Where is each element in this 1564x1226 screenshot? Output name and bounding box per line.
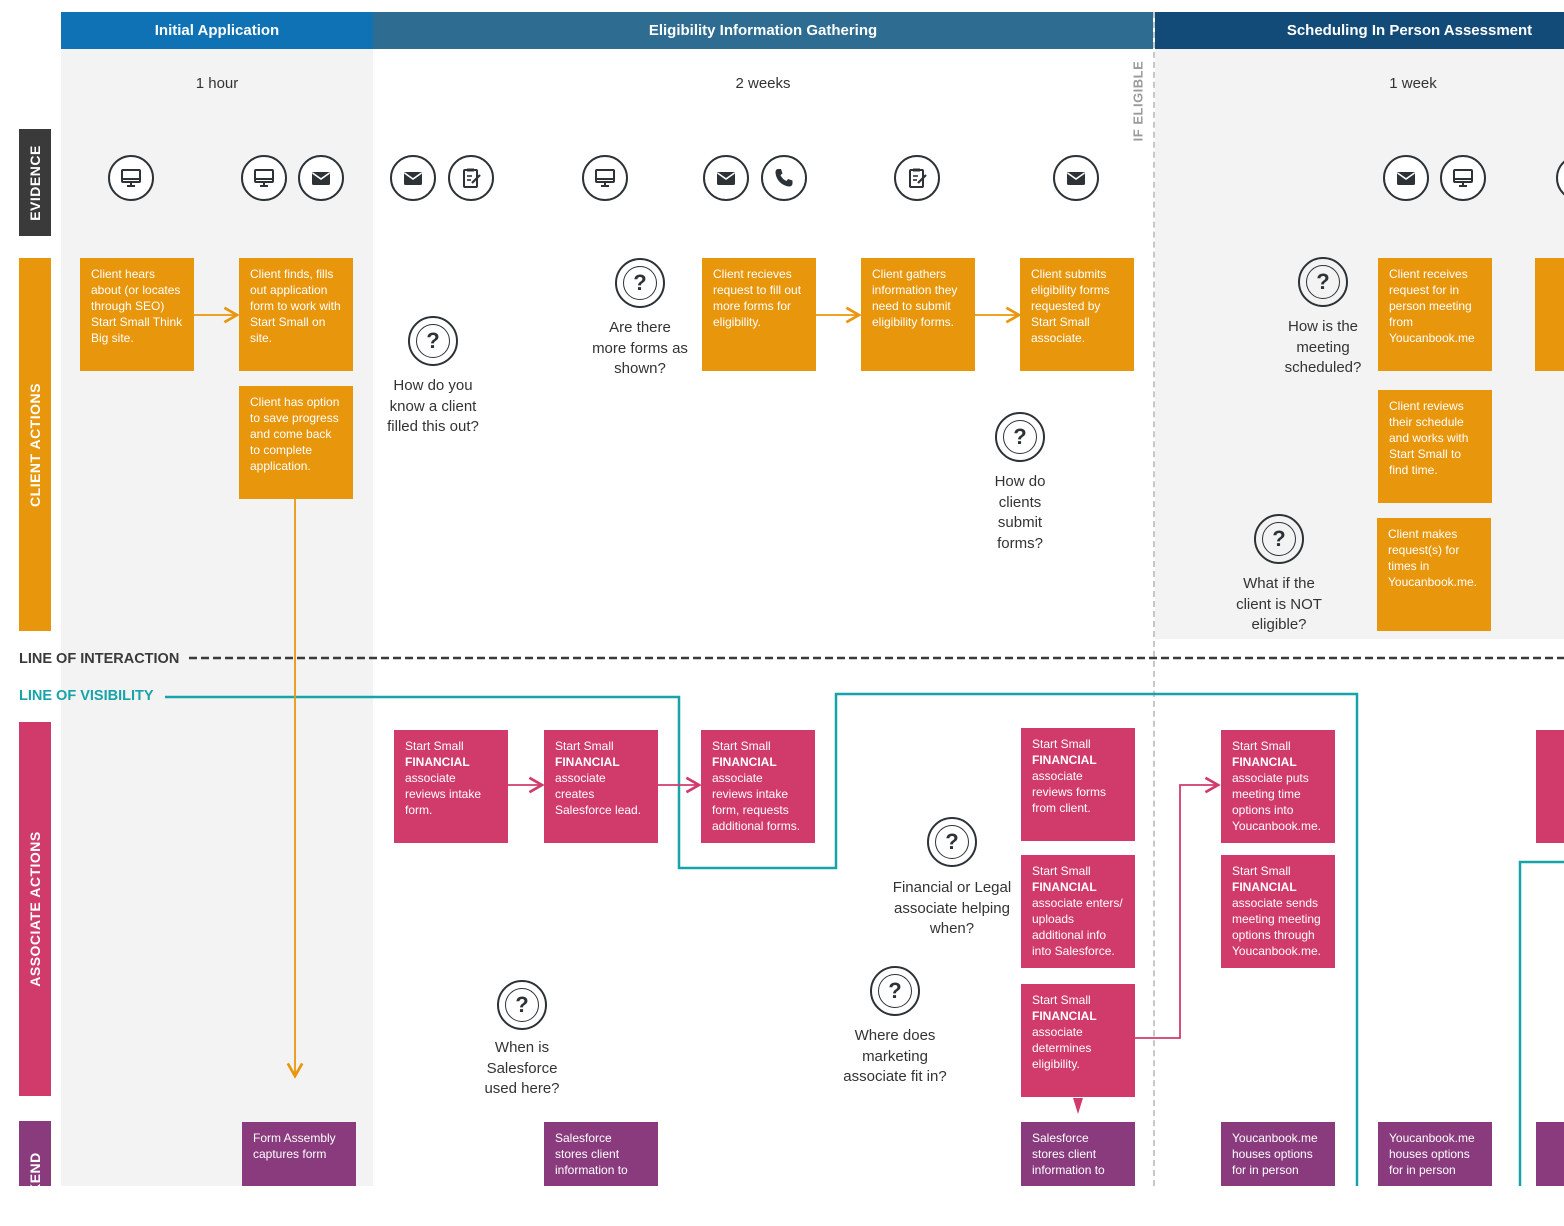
- email-icon: [1383, 155, 1429, 201]
- phase-duration: 2 weeks: [735, 75, 791, 92]
- associate-action: Start Small FINANCIAL associate reviews fo…: [1021, 728, 1135, 841]
- client-action: Client finds, fills out application form…: [239, 258, 353, 371]
- computer-icon: [241, 155, 287, 201]
- form-icon: [894, 155, 940, 201]
- phase-header-eligibility: Eligibility Information Gathering: [373, 12, 1153, 49]
- question-icon: ?: [615, 258, 665, 308]
- client-action: Client reviews their schedule and works …: [1378, 390, 1492, 503]
- associate-action: Start Small FINANCIAL associate creates Sa…: [544, 730, 658, 843]
- client-action: Client gathers information they need to …: [861, 258, 975, 371]
- phase3-band: [1155, 49, 1564, 639]
- lane-backend: BACKEND: [19, 1121, 51, 1226]
- phase-label: Scheduling In Person Assessment: [1286, 22, 1533, 39]
- question-text: Are there more forms as shown?: [592, 319, 688, 377]
- email-icon: [703, 155, 749, 201]
- question-text: How do clients submit forms?: [994, 473, 1046, 552]
- line-of-visibility: [165, 692, 1359, 1186]
- question-text: When is Salesforce used here?: [484, 1039, 560, 1097]
- question-icon: ?: [1254, 514, 1304, 564]
- associate-action: Start Small FINANCIAL associate determines…: [1021, 984, 1135, 1097]
- backend-action: Form Assembly captures form: [242, 1122, 356, 1186]
- lane-associate-actions: ASSOCIATE ACTIONS: [19, 722, 51, 1096]
- question-icon: ?: [870, 966, 920, 1016]
- backend-action: Youcanbook.me houses options for in pers…: [1221, 1122, 1335, 1186]
- phase1-band: [61, 49, 373, 1186]
- phase-label: Initial Application: [154, 22, 280, 39]
- connector-lines: [165, 306, 1564, 1186]
- question-text: Where does marketing associate fit in?: [843, 1027, 947, 1085]
- phase-label: Eligibility Information Gathering: [648, 22, 878, 39]
- question-text: How is the meeting scheduled?: [1284, 318, 1362, 376]
- backend-action: Youcanbook.me houses options for in pers…: [1378, 1122, 1492, 1186]
- visibility-line-right: [1518, 860, 1564, 1186]
- form-icon: [448, 155, 494, 201]
- email-icon: [298, 155, 344, 201]
- computer-icon: [1440, 155, 1486, 201]
- question-text: What if the client is NOT eligible?: [1236, 575, 1322, 633]
- email-icon: [1053, 155, 1099, 201]
- phone-icon: [761, 155, 807, 201]
- question-icon: ?: [995, 412, 1045, 462]
- associate-action: Start Small FINANCIAL associate reviews in…: [701, 730, 815, 843]
- client-action: Client receives request for in person me…: [1378, 258, 1492, 371]
- backend-action: Salesforce stores client information to: [1021, 1122, 1135, 1186]
- associate-action: Start Small FINANCIAL associate puts meeti…: [1221, 730, 1335, 843]
- client-action: Client makes request(s) for times in You…: [1377, 518, 1491, 631]
- phase-header-initial-application: Initial Application: [61, 12, 373, 49]
- associate-action: Start Small FINANCIAL associate sends meet…: [1221, 855, 1335, 968]
- question-icon: ?: [497, 980, 547, 1030]
- associate-action: Start Small FINANCIAL associate reviews in…: [394, 730, 508, 843]
- phase-header-scheduling: Scheduling In Person Assessment: [1155, 12, 1564, 49]
- associate-action: Start Small FINANCIAL associate enters/ up…: [1021, 855, 1135, 968]
- arrow-associate-3: [1135, 776, 1221, 1039]
- question-icon: ?: [927, 817, 977, 867]
- phase-duration: 1 hour: [195, 75, 239, 92]
- arrow-associate-down: [1073, 1098, 1083, 1114]
- phase-duration: 1 week: [1389, 75, 1437, 92]
- question-icon: ?: [1298, 257, 1348, 307]
- lane-evidence: EVIDENCE: [19, 129, 51, 236]
- question-icon: ?: [408, 316, 458, 366]
- client-action: Client has option to save progress and c…: [239, 386, 353, 499]
- if-eligible-divider: [1153, 12, 1155, 1186]
- lane-client-actions: CLIENT ACTIONS: [19, 258, 51, 631]
- line-of-interaction-label: LINE OF INTERACTION: [19, 651, 180, 667]
- client-action: Client recieves request to fill out more…: [702, 258, 816, 371]
- client-action: Client submits eligibility forms request…: [1020, 258, 1134, 371]
- question-text: Financial or Legal associate helping whe…: [892, 879, 1012, 937]
- client-action: Client hears about (or locates through S…: [80, 258, 194, 371]
- line-of-visibility-label: LINE OF VISIBILITY: [19, 688, 154, 704]
- backend-action-partial: [1536, 1122, 1564, 1186]
- associate-action-partial: [1536, 730, 1564, 843]
- question-text: How do you know a client filled this out…: [387, 377, 479, 435]
- computer-icon: [108, 155, 154, 201]
- backend-action: Salesforce stores client information to: [544, 1122, 658, 1186]
- email-icon: [390, 155, 436, 201]
- client-action-partial: [1535, 258, 1564, 371]
- computer-icon: [582, 155, 628, 201]
